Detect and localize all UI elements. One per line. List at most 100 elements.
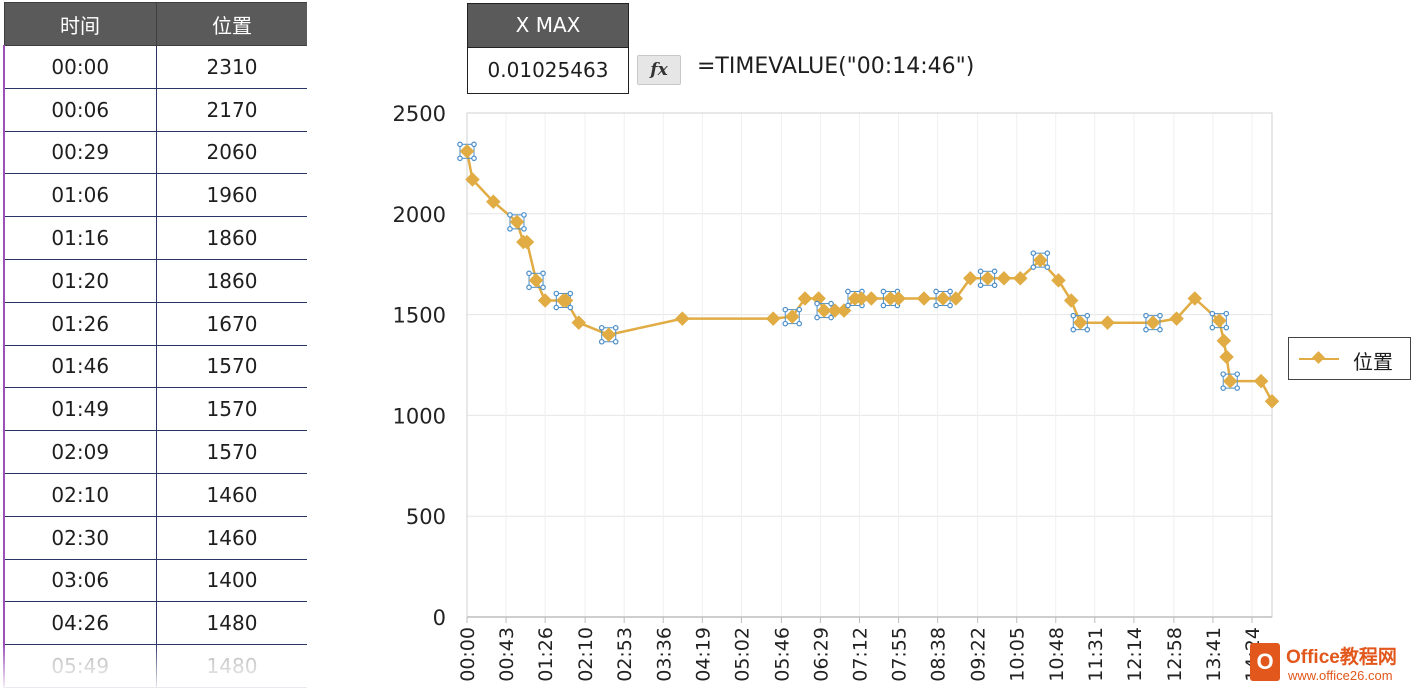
selection-handle[interactable] — [567, 304, 574, 311]
selection-handle[interactable] — [796, 320, 803, 327]
data-point-marker[interactable] — [891, 291, 906, 306]
selection-handle[interactable] — [845, 288, 851, 295]
selection-handle[interactable] — [1143, 312, 1149, 319]
selection-handle[interactable] — [471, 141, 477, 148]
cell-time[interactable]: 01:46 — [3, 344, 157, 389]
selection-handle[interactable] — [1220, 385, 1227, 391]
cell-position[interactable]: 1400 — [155, 558, 307, 603]
data-point-marker[interactable] — [1051, 272, 1066, 288]
data-point-marker[interactable] — [674, 311, 690, 326]
xmax-header[interactable]: X MAX — [468, 4, 628, 47]
cell-time[interactable]: 01:20 — [3, 258, 157, 303]
selection-handle[interactable] — [947, 302, 953, 309]
cell-position[interactable]: 1960 — [155, 173, 307, 218]
selection-handle[interactable] — [814, 300, 820, 307]
cell-time[interactable]: 00:06 — [3, 87, 157, 132]
data-point-marker[interactable] — [1063, 293, 1079, 308]
cell-position[interactable]: 1460 — [155, 515, 307, 560]
cell-position[interactable]: 1670 — [155, 301, 307, 346]
selection-handle[interactable] — [1030, 250, 1037, 256]
data-point-marker[interactable] — [528, 272, 544, 288]
selection-handle[interactable] — [540, 284, 546, 291]
cell-position[interactable]: 1860 — [155, 216, 307, 260]
selection-handle[interactable] — [457, 141, 463, 148]
cell-position[interactable]: 1460 — [155, 472, 307, 517]
insert-function-button[interactable]: fx — [637, 55, 681, 85]
selection-handle[interactable] — [1044, 264, 1051, 270]
data-point-marker[interactable] — [765, 311, 781, 326]
selection-handle[interactable] — [991, 268, 998, 275]
cell-position[interactable]: 1570 — [155, 430, 307, 474]
selection-handle[interactable] — [598, 338, 605, 345]
data-point-marker[interactable] — [601, 327, 617, 343]
data-point-marker[interactable] — [1072, 315, 1088, 331]
data-point-marker[interactable] — [509, 214, 525, 230]
selection-handle[interactable] — [1157, 326, 1163, 333]
cell-position[interactable]: 2170 — [155, 87, 307, 132]
selection-handle[interactable] — [1223, 310, 1230, 317]
series-line[interactable] — [465, 151, 1274, 402]
selection-handle[interactable] — [828, 314, 834, 321]
selection-handle[interactable] — [814, 314, 820, 321]
selection-handle[interactable] — [1234, 371, 1241, 377]
selection-handle[interactable] — [977, 268, 984, 275]
selection-handle[interactable] — [1084, 326, 1091, 333]
cell-time[interactable]: 04:26 — [3, 601, 157, 646]
data-point-marker[interactable] — [863, 291, 879, 306]
selection-handle[interactable] — [796, 306, 803, 313]
selection-handle[interactable] — [1157, 312, 1163, 319]
header-time[interactable]: 时间 — [3, 2, 157, 46]
data-point-marker[interactable] — [459, 143, 475, 159]
selection-handle[interactable] — [553, 304, 560, 311]
selection-handle[interactable] — [845, 302, 851, 309]
selection-handle[interactable] — [991, 282, 998, 289]
selection-handle[interactable] — [567, 290, 574, 297]
data-point-marker[interactable] — [916, 291, 932, 306]
selection-handle[interactable] — [1084, 312, 1091, 319]
cell-time[interactable]: 01:26 — [3, 301, 157, 346]
selection-handle[interactable] — [1209, 324, 1216, 331]
data-point-marker[interactable] — [537, 293, 553, 308]
selection-handle[interactable] — [947, 288, 953, 295]
cell-time[interactable]: 03:06 — [3, 558, 157, 603]
selection-handle[interactable] — [507, 226, 513, 232]
data-point-marker[interactable] — [1187, 291, 1203, 306]
data-point-marker[interactable] — [996, 270, 1012, 286]
selection-handle[interactable] — [612, 338, 619, 345]
data-point-marker[interactable] — [485, 194, 501, 210]
selection-handle[interactable] — [507, 212, 513, 218]
cell-time[interactable]: 02:30 — [3, 515, 157, 560]
data-point-marker[interactable] — [935, 291, 951, 306]
selection-handle[interactable] — [880, 302, 887, 309]
data-point-marker[interactable] — [980, 270, 995, 286]
selection-handle[interactable] — [526, 284, 532, 291]
cell-time[interactable]: 01:16 — [3, 216, 157, 260]
data-point-marker[interactable] — [948, 291, 964, 306]
cell-time[interactable]: 00:00 — [3, 45, 157, 89]
selection-handle[interactable] — [880, 288, 887, 295]
xmax-value-cell[interactable]: 0.01025463 — [468, 47, 628, 93]
data-point-marker[interactable] — [1012, 270, 1028, 286]
selection-handle[interactable] — [828, 300, 834, 307]
data-point-marker[interactable] — [1253, 373, 1269, 389]
header-position[interactable]: 位置 — [155, 2, 307, 46]
selection-handle[interactable] — [521, 212, 527, 218]
selected-point-handles[interactable] — [1070, 312, 1091, 333]
data-point-marker[interactable] — [571, 315, 587, 331]
selection-handle[interactable] — [782, 306, 789, 313]
cell-time[interactable]: 01:06 — [3, 173, 157, 218]
data-point-marker[interactable] — [1216, 333, 1232, 349]
data-point-marker[interactable] — [1219, 349, 1234, 365]
selection-handle[interactable] — [1223, 324, 1230, 331]
data-point-marker[interactable] — [1222, 373, 1238, 389]
data-point-marker[interactable] — [784, 309, 800, 324]
chart-legend[interactable]: 位置 — [1288, 337, 1411, 380]
selection-handle[interactable] — [933, 288, 939, 295]
selection-handle[interactable] — [933, 302, 939, 309]
data-point-marker[interactable] — [1100, 315, 1115, 331]
selection-handle[interactable] — [1209, 310, 1216, 317]
selection-handle[interactable] — [977, 282, 984, 289]
selection-handle[interactable] — [540, 270, 546, 277]
cell-time[interactable]: 00:29 — [3, 130, 157, 175]
selection-handle[interactable] — [1044, 250, 1051, 256]
